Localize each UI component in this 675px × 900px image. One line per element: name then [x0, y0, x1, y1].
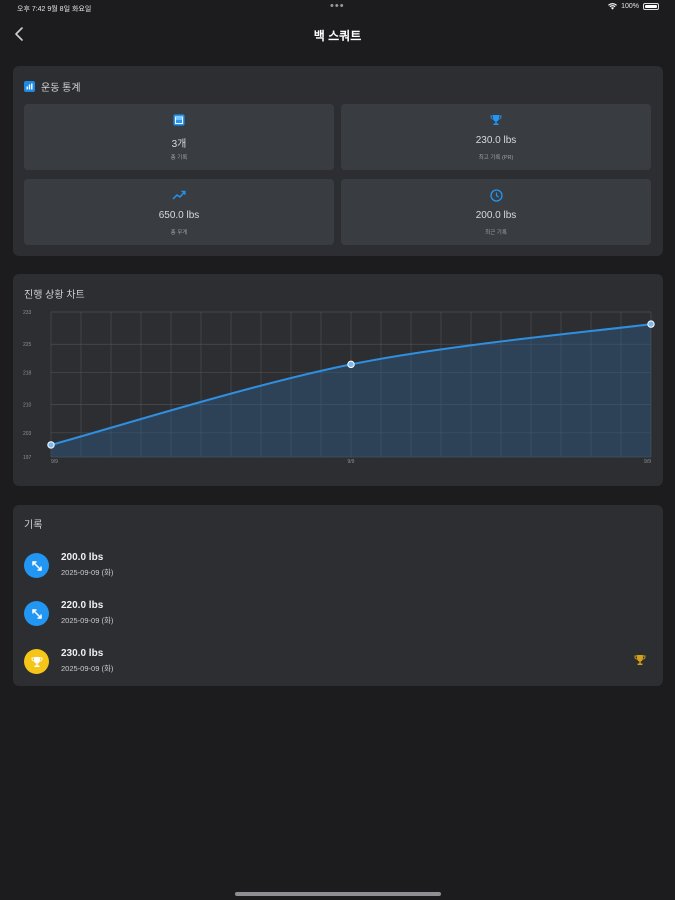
data-point: [347, 360, 355, 369]
x-tick-label: 9/9: [644, 459, 651, 465]
pr-trophy-icon: [634, 655, 646, 665]
status-bar: 오후 7:42 9월 8일 화요일 ••• 100%: [0, 0, 675, 16]
records-card: 기록 200.0 lbs 2025-09-09 (화) 220.0 lbs 20…: [13, 505, 663, 686]
status-time: 오후 7:42 9월 8일 화요일: [17, 6, 92, 13]
stat-label: 총 무게: [170, 230, 188, 236]
record-avatar: [24, 553, 49, 578]
stat-value: 200.0 lbs: [475, 210, 517, 221]
series-area: [51, 324, 651, 457]
progress-chart: 197 203 210 218 225 233 9/9 9/9 9/9: [23, 310, 655, 465]
status-right: 100%: [608, 3, 659, 10]
records-title: 기록: [24, 520, 43, 531]
wifi-icon: [608, 3, 617, 10]
page-title: 백 스쿼트: [313, 29, 362, 43]
y-tick-label: 197: [23, 455, 32, 461]
record-date: 2025-09-09 (화): [61, 664, 114, 673]
chart-title: 진행 상황 차트: [24, 290, 85, 301]
y-tick-label: 210: [23, 403, 32, 409]
calendar-icon: [173, 114, 185, 126]
battery-icon: [643, 3, 659, 10]
record-date: 2025-09-09 (화): [61, 568, 114, 577]
data-point: [647, 320, 655, 328]
resize-arrows-icon: [31, 608, 42, 619]
stat-tile-total-records: 3개 총 기록: [24, 104, 334, 170]
resize-arrows-icon: [31, 560, 42, 571]
bar-chart-icon: [24, 81, 35, 92]
stats-title: 운동 통계: [41, 83, 81, 94]
data-point: [47, 441, 55, 449]
y-tick-label: 225: [23, 342, 32, 348]
record-row-pr[interactable]: 230.0 lbs 2025-09-09 (화): [13, 643, 663, 683]
trophy-icon: [31, 656, 42, 667]
record-avatar: [24, 649, 49, 674]
x-tick-label: 9/9: [51, 459, 58, 465]
progress-chart-card: 진행 상황 차트 197 203 210 218 225 233 9/9 9/9 9/9: [13, 274, 663, 486]
stat-label: 총 기록: [170, 155, 188, 161]
stat-label: 최고 기록 (PR): [478, 155, 514, 161]
y-tick-label: 233: [23, 310, 32, 316]
record-date: 2025-09-09 (화): [61, 616, 114, 625]
home-indicator[interactable]: [235, 892, 441, 896]
record-weight: 230.0 lbs: [61, 648, 104, 659]
stat-label: 최근 기록: [485, 230, 507, 236]
nav-bar: 백 스쿼트: [0, 20, 675, 48]
back-chevron-icon[interactable]: [10, 24, 30, 44]
record-weight: 200.0 lbs: [61, 552, 104, 563]
y-tick-label: 203: [23, 431, 32, 437]
record-row[interactable]: 220.0 lbs 2025-09-09 (화): [13, 595, 663, 635]
stat-tile-total-weight: 650.0 lbs 총 무게: [24, 179, 334, 245]
record-weight: 220.0 lbs: [61, 600, 104, 611]
stat-tile-personal-record: 230.0 lbs 최고 기록 (PR): [341, 104, 651, 170]
stat-value: 230.0 lbs: [475, 135, 517, 146]
stats-header: 운동 통계: [24, 79, 81, 94]
multitasking-dots[interactable]: •••: [330, 0, 345, 12]
stat-value: 3개: [171, 139, 187, 150]
battery-percent: 100%: [621, 3, 639, 10]
workout-stats-card: 운동 통계 3개 총 기록 230.0 lbs 최고 기록 (PR) 650.0…: [13, 66, 663, 256]
stat-tile-recent-record: 200.0 lbs 최근 기록: [341, 179, 651, 245]
y-tick-label: 218: [23, 370, 32, 376]
clock-icon: [489, 189, 503, 202]
stat-value: 650.0 lbs: [158, 210, 200, 221]
record-avatar: [24, 601, 49, 626]
record-row[interactable]: 200.0 lbs 2025-09-09 (화): [13, 547, 663, 587]
trending-up-icon: [172, 190, 186, 200]
trophy-icon: [490, 115, 502, 125]
x-tick-label: 9/9: [348, 459, 355, 465]
